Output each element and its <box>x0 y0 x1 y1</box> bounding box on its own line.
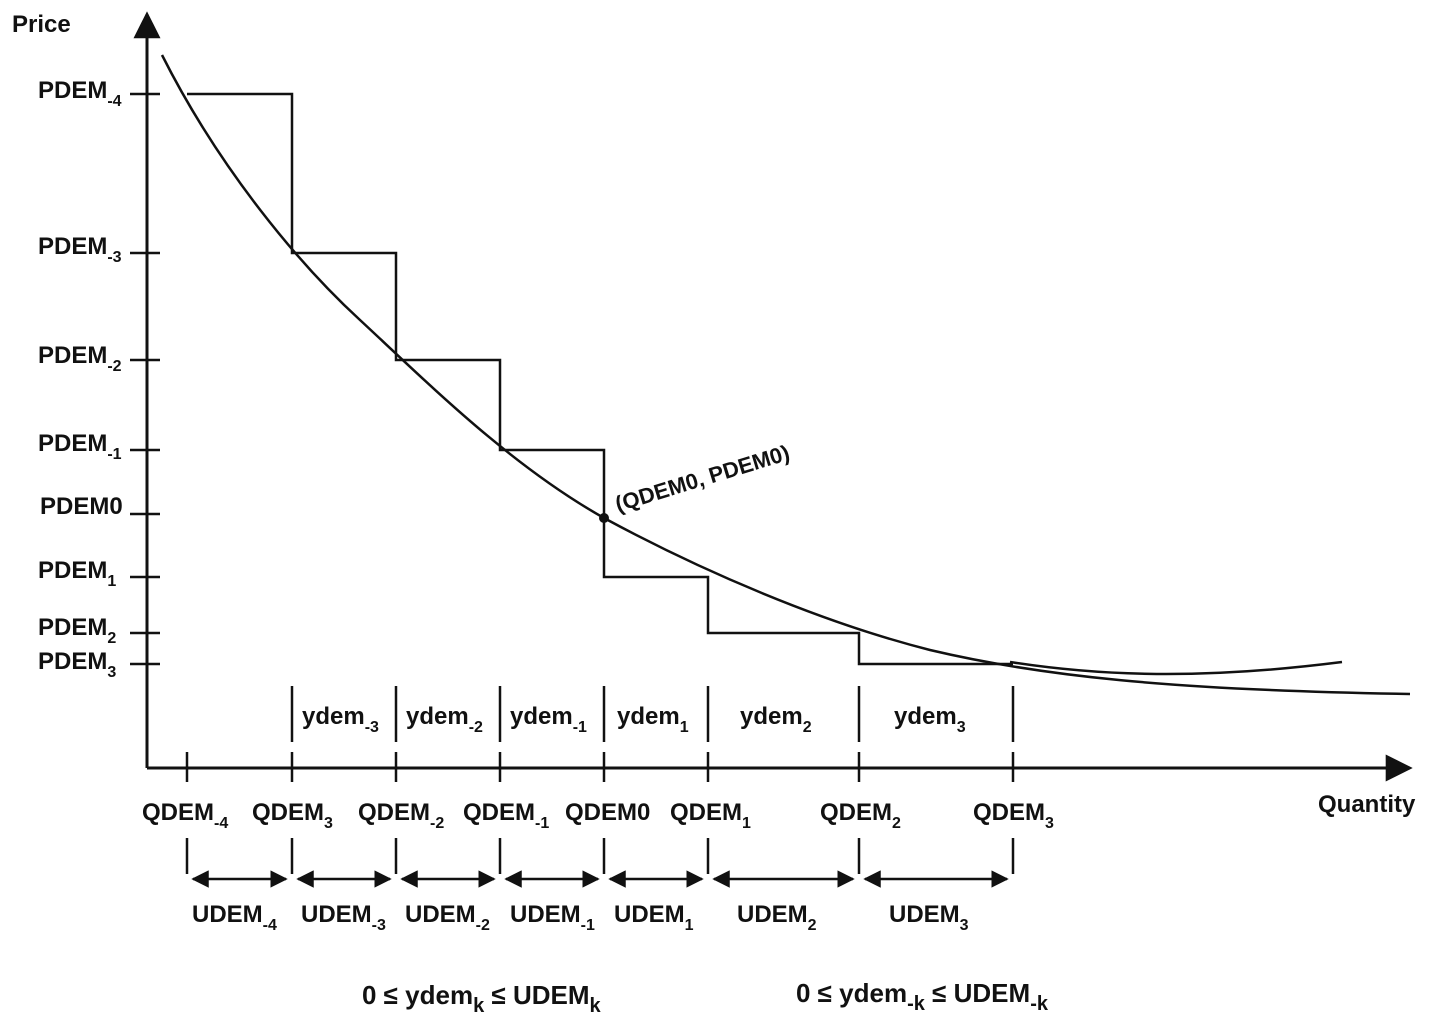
quantity-label: QDEM2 <box>820 799 901 832</box>
udem-labels: UDEM-4 UDEM-3 UDEM-2 UDEM-1 UDEM1 UDEM2 … <box>192 901 969 934</box>
demand-curve-alt <box>1009 660 1343 676</box>
udem-label: UDEM1 <box>614 901 694 934</box>
udem-label: UDEM-3 <box>301 901 386 934</box>
price-label: PDEM1 <box>38 557 116 590</box>
constraint-negative: 0 ≤ ydem-k ≤ UDEM-k <box>796 978 1049 1015</box>
udem-label: UDEM3 <box>889 901 969 934</box>
ydem-label: ydem-2 <box>406 703 483 736</box>
quantity-label: QDEM-2 <box>358 799 444 832</box>
price-label: PDEM2 <box>38 614 116 647</box>
quantity-label: QDEM3 <box>252 799 333 832</box>
udem-label: UDEM2 <box>737 901 817 934</box>
quantity-label: QDEM0 <box>565 799 650 826</box>
quantity-label: QDEM-4 <box>142 799 228 832</box>
x-axis-label: Quantity <box>1318 791 1416 818</box>
ydem-separators <box>290 686 1015 742</box>
price-label: PDEM-2 <box>38 342 122 375</box>
ydem-label: ydem3 <box>894 703 966 736</box>
constraint-positive: 0 ≤ ydemk ≤ UDEMk <box>362 980 602 1017</box>
ydem-label: ydem-3 <box>302 703 379 736</box>
price-label: PDEM-1 <box>38 430 122 463</box>
udem-label: UDEM-4 <box>192 901 277 934</box>
quantity-label: QDEM-1 <box>463 799 549 832</box>
ydem-label: ydem2 <box>740 703 812 736</box>
price-labels: PDEM-4 PDEM-3 PDEM-2 PDEM-1 PDEM0 PDEM1 … <box>38 77 123 681</box>
step-function <box>187 92 1013 666</box>
price-label: PDEM-3 <box>38 233 122 266</box>
price-label: PDEM3 <box>38 648 116 681</box>
quantity-ticks <box>185 752 1015 782</box>
ydem-label: ydem1 <box>617 703 689 736</box>
price-ticks <box>130 92 160 666</box>
quantity-label: QDEM1 <box>670 799 751 832</box>
ydem-labels: ydem-3 ydem-2 ydem-1 ydem1 ydem2 ydem3 <box>302 703 966 736</box>
ydem-label: ydem-1 <box>510 703 587 736</box>
equilibrium-point <box>599 513 609 523</box>
equilibrium-label: (QDEM0, PDEM0) <box>612 440 792 517</box>
udem-label: UDEM-2 <box>405 901 490 934</box>
quantity-label: QDEM3 <box>973 799 1054 832</box>
quantity-labels: QDEM-4 QDEM3 QDEM-2 QDEM-1 QDEM0 QDEM1 Q… <box>142 799 1054 832</box>
price-label: PDEM0 <box>40 493 123 520</box>
price-label: PDEM-4 <box>38 77 122 110</box>
demand-curve <box>160 54 1411 696</box>
udem-separators <box>185 838 1015 874</box>
y-axis-label: Price <box>12 11 71 38</box>
udem-label: UDEM-1 <box>510 901 595 934</box>
